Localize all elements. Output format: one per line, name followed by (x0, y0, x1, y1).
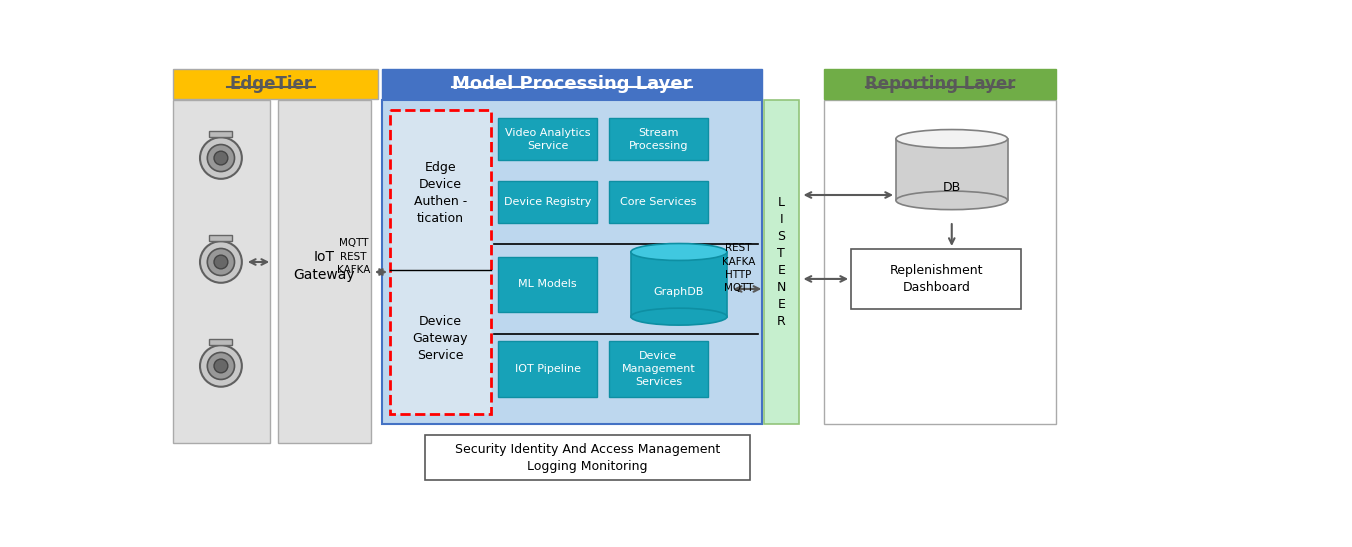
Text: IOT Pipeline: IOT Pipeline (515, 364, 580, 374)
Text: Core Services: Core Services (621, 197, 696, 207)
Text: L
I
S
T
E
N
E
R: L I S T E N E R (776, 196, 786, 328)
FancyBboxPatch shape (823, 69, 1056, 99)
Circle shape (207, 248, 234, 276)
FancyBboxPatch shape (389, 110, 491, 415)
FancyBboxPatch shape (610, 341, 707, 397)
FancyBboxPatch shape (383, 69, 763, 99)
Text: Security Identity And Access Management
Logging Monitoring: Security Identity And Access Management … (454, 443, 721, 473)
FancyBboxPatch shape (173, 100, 270, 443)
Circle shape (200, 241, 242, 283)
FancyBboxPatch shape (425, 435, 750, 480)
FancyBboxPatch shape (610, 118, 707, 160)
Circle shape (214, 255, 228, 269)
Text: Reporting Layer: Reporting Layer (865, 75, 1015, 93)
Text: ML Models: ML Models (518, 280, 577, 289)
FancyBboxPatch shape (850, 249, 1022, 309)
FancyBboxPatch shape (610, 181, 707, 224)
Ellipse shape (896, 191, 1007, 210)
Text: Replenishment
Dashboard: Replenishment Dashboard (890, 264, 983, 294)
Ellipse shape (631, 308, 727, 325)
Ellipse shape (896, 130, 1007, 148)
FancyBboxPatch shape (277, 100, 370, 443)
Text: REST
KAFKA
HTTP
MQTT: REST KAFKA HTTP MQTT (722, 243, 756, 293)
Text: Model Processing Layer: Model Processing Layer (453, 75, 692, 93)
Text: Device
Management
Services: Device Management Services (622, 351, 695, 387)
Circle shape (200, 345, 242, 387)
Text: Video Analytics
Service: Video Analytics Service (504, 127, 591, 151)
FancyBboxPatch shape (499, 341, 596, 397)
Text: Edge
Device
Authen -
tication: Edge Device Authen - tication (414, 161, 466, 225)
Text: IoT
Gateway: IoT Gateway (293, 249, 354, 282)
FancyBboxPatch shape (499, 118, 596, 160)
Text: Device
Gateway
Service: Device Gateway Service (412, 316, 468, 363)
Circle shape (200, 137, 242, 179)
Circle shape (207, 144, 234, 172)
FancyBboxPatch shape (764, 100, 799, 424)
Text: EdgeTier: EdgeTier (230, 75, 312, 93)
FancyBboxPatch shape (499, 257, 596, 312)
FancyBboxPatch shape (173, 69, 379, 99)
Text: GraphDB: GraphDB (654, 287, 704, 297)
Text: Device Registry: Device Registry (504, 197, 591, 207)
Text: MQTT
REST
KAFKA: MQTT REST KAFKA (337, 238, 370, 275)
FancyBboxPatch shape (383, 100, 763, 424)
Circle shape (207, 352, 234, 380)
Text: Stream
Processing: Stream Processing (629, 127, 688, 151)
FancyBboxPatch shape (823, 100, 1056, 424)
FancyBboxPatch shape (210, 235, 233, 241)
Circle shape (214, 359, 228, 373)
FancyBboxPatch shape (499, 181, 596, 224)
FancyBboxPatch shape (210, 339, 233, 345)
FancyBboxPatch shape (631, 252, 727, 317)
FancyBboxPatch shape (896, 139, 1007, 200)
Circle shape (214, 151, 228, 165)
Ellipse shape (631, 243, 727, 260)
Text: DB: DB (942, 181, 961, 194)
FancyBboxPatch shape (210, 131, 233, 137)
